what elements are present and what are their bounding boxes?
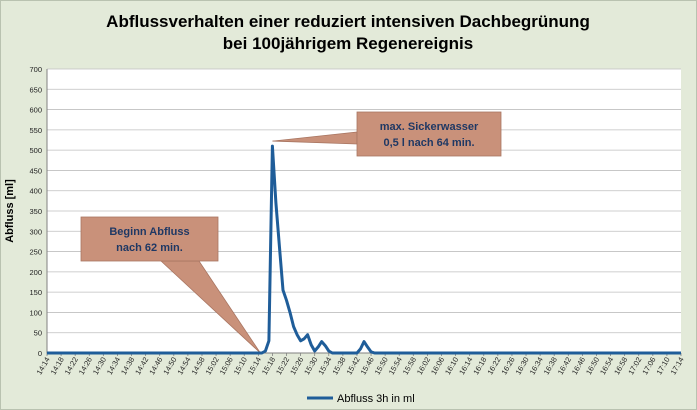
- y-tick-label: 650: [29, 85, 42, 94]
- callout-box: [80, 216, 219, 262]
- chart-title-line: Abflussverhalten einer reduziert intensi…: [106, 12, 590, 31]
- y-tick-label: 300: [29, 227, 42, 236]
- y-tick-label: 600: [29, 106, 42, 115]
- legend-label: Abfluss 3h in ml: [337, 393, 415, 405]
- x-tick-label: 17:14: [669, 356, 686, 377]
- y-tick-label: 400: [29, 187, 42, 196]
- callout-text: 0,5 l nach 64 min.: [383, 137, 474, 149]
- y-tick-label: 550: [29, 126, 42, 135]
- chart-title-line: bei 100jährigem Regenereignis: [223, 34, 473, 53]
- y-axis-label: Abfluss [ml]: [4, 179, 16, 243]
- y-tick-label: 700: [29, 65, 42, 74]
- y-tick-label: 150: [29, 288, 42, 297]
- y-tick-label: 450: [29, 166, 42, 175]
- y-tick-label: 50: [34, 329, 42, 338]
- callout-text: Beginn Abfluss: [109, 226, 189, 238]
- y-tick-label: 250: [29, 248, 42, 257]
- callout-box: [356, 111, 502, 157]
- callout-text: nach 62 min.: [116, 242, 183, 254]
- callout-text: max. Sickerwasser: [380, 121, 479, 133]
- y-tick-label: 200: [29, 268, 42, 277]
- series-line: [47, 144, 681, 355]
- y-tick-label: 350: [29, 207, 42, 216]
- y-tick-label: 100: [29, 308, 42, 317]
- y-tick-label: 500: [29, 146, 42, 155]
- y-tick-label: 0: [38, 349, 42, 358]
